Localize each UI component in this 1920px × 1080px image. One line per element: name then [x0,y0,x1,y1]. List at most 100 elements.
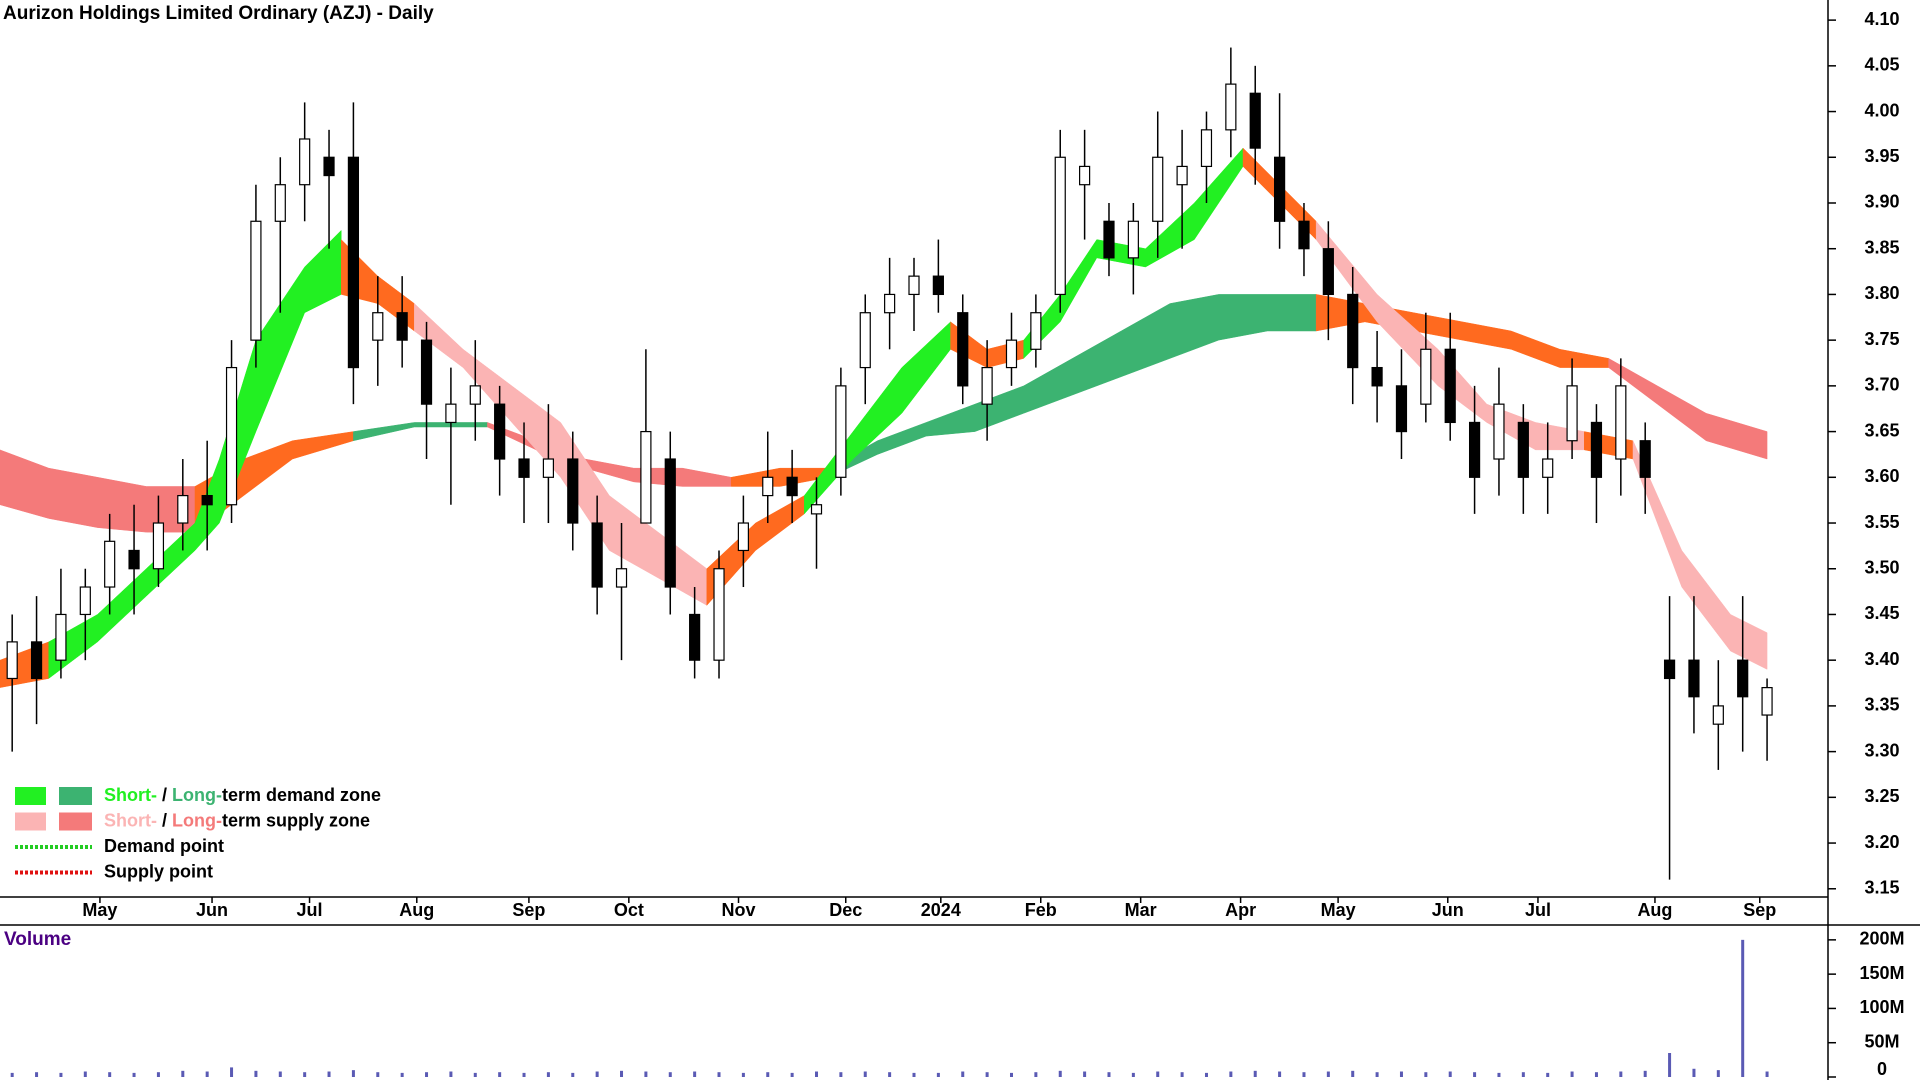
y-tick-label: 3.30 [1864,740,1899,760]
legend-swatch [59,812,92,831]
candle-body [1542,458,1554,478]
candle-body [1249,92,1261,149]
y-tick-label: 4.00 [1864,100,1899,120]
volume-bar [1107,1072,1111,1077]
candle-body [1005,339,1018,369]
candle-body [1493,403,1505,460]
legend-label: Short- / Long-term supply zone [104,810,370,830]
candle-body [372,312,384,341]
x-tick-label: Mar [1125,900,1157,920]
x-tick-label: Jun [1432,900,1464,920]
y-tick-label: 3.45 [1864,603,1899,623]
candle-body [835,385,847,478]
x-tick-label: Aug [399,900,434,920]
candle-body [640,430,652,524]
x-tick-label: May [82,900,117,920]
legend-swatch [15,787,46,805]
volume-tick-label: 150M [1859,963,1904,983]
candle-body [713,568,725,661]
volume-bar [1619,1071,1623,1077]
volume-bar [498,1072,502,1077]
candle-body [1420,348,1432,405]
volume-bar [1473,1072,1477,1077]
candle-body [810,504,823,515]
candle-body [79,586,91,616]
candle-body [1761,687,1773,716]
y-tick-label: 3.50 [1864,557,1899,577]
candle-body [152,522,165,570]
candle-body [55,613,67,661]
volume-bar [1302,1072,1306,1077]
legend-text: term demand zone [222,785,381,805]
volume-bar [1253,1070,1257,1077]
candle-body [469,385,481,405]
candle-body [1225,83,1237,131]
candle-body [1152,156,1164,222]
candle-body [1590,421,1603,478]
legend-text: Long- [172,785,222,805]
volume-bar [156,1072,160,1077]
x-tick-label: Jul [1525,900,1551,920]
volume-bar [1156,1071,1160,1077]
volume-bar [400,1072,404,1077]
y-tick-label: 3.75 [1864,329,1899,349]
legend-text: Supply point [104,861,213,881]
candle-body [1176,165,1188,186]
volume-bar [1741,939,1745,1077]
volume-bar [1180,1072,1184,1077]
volume-bar [35,1072,39,1077]
volume-bar [912,1072,916,1077]
volume-bar [205,1071,209,1077]
candle-body [445,403,457,424]
y-tick-label: 3.95 [1864,146,1899,166]
candle-body [1030,312,1042,350]
y-tick-label: 3.20 [1864,832,1899,852]
candle-body [1566,385,1578,442]
legend-text: Demand point [104,836,224,856]
candle-body [323,156,335,177]
zone [1608,358,1768,460]
volume-bar [1594,1072,1598,1077]
candle-body [225,366,238,506]
candle-body [1517,421,1529,478]
zone [0,449,196,533]
volume-tick-label: 100M [1859,997,1904,1017]
candle-body [932,275,944,296]
candle-body [542,458,555,478]
candle-body [981,366,993,405]
zone [1632,440,1768,670]
candle-body [1395,385,1408,433]
volume-bar [1229,1071,1233,1077]
volume-bar [473,1072,477,1077]
candle-body [1639,440,1651,478]
volume-bar [839,1072,843,1077]
y-tick-label: 3.65 [1864,420,1899,440]
volume-bar [10,1072,14,1077]
volume-bar [181,1070,185,1077]
volume-bar [815,1071,819,1077]
y-tick-label: 3.55 [1864,512,1899,532]
volume-bar [1765,1071,1769,1077]
volume-bar [546,1072,550,1077]
volume-bar [766,1072,770,1077]
legend-text: Short- [104,810,157,830]
volume-bar [351,1070,355,1077]
volume-bar [425,1072,429,1077]
volume-bar [132,1072,136,1077]
legend-text: / [157,785,172,805]
volume-bar [327,1071,331,1077]
legend-text: term supply zone [222,810,370,830]
x-tick-label: Feb [1025,900,1057,920]
x-tick-label: Jul [297,900,323,920]
candle-body [274,184,286,222]
x-tick-label: Sep [1743,900,1776,920]
y-tick-label: 3.15 [1864,878,1899,898]
candle-body [859,312,871,369]
volume-bar [59,1072,63,1077]
x-tick-label: 2024 [921,900,961,920]
legend-text: Short- [104,785,157,805]
volume-bar [1083,1071,1087,1077]
volume-tick-label: 0 [1877,1059,1887,1079]
